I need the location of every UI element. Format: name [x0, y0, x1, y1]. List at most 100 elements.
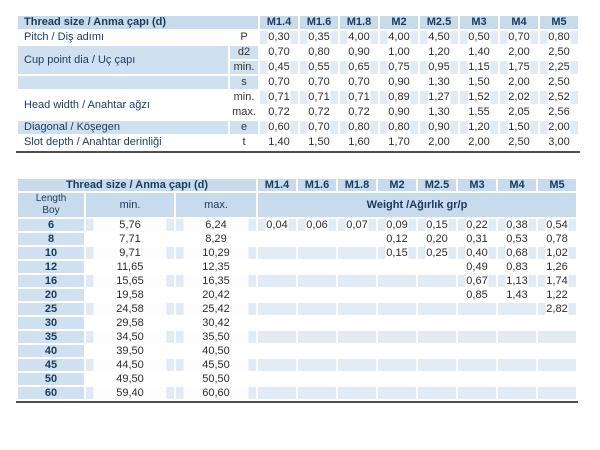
weight-cell [338, 233, 376, 245]
weight-cell: 0,53 [498, 233, 536, 245]
value-cell: 0,90 [420, 121, 458, 134]
value-cell: 2,50 [540, 46, 578, 59]
length-cell: 60 [18, 387, 84, 399]
value-cell: 2,56 [540, 106, 578, 119]
weight-cell [298, 331, 336, 343]
weight-cell: 0,68 [498, 247, 536, 259]
value-cell: 0,65 [340, 61, 378, 74]
weight-cell [418, 373, 456, 385]
weight-cell: 1,74 [538, 275, 576, 287]
column-header-cell: M2 [378, 179, 416, 191]
weight-cell [538, 359, 576, 371]
value-cell: 1,50 [300, 136, 338, 149]
value-cell: 1,40 [460, 46, 498, 59]
max-cell: 10,29 [176, 247, 256, 259]
weight-cell [298, 303, 336, 315]
weight-cell [378, 387, 416, 399]
min-cell: 24,58 [86, 303, 174, 315]
row-label-cell [18, 76, 228, 89]
value-cell: 0,80 [340, 121, 378, 134]
column-header-cell: M1.4 [260, 16, 298, 29]
weight-cell [298, 345, 336, 357]
weight-cell [378, 303, 416, 315]
weight-cell [258, 303, 296, 315]
min-header-cell: min. [86, 193, 174, 217]
max-cell: 40,50 [176, 345, 256, 357]
value-cell: 0,70 [500, 31, 538, 44]
column-header-cell: M4 [500, 16, 538, 29]
weight-cell [338, 261, 376, 273]
value-cell: 2,00 [460, 136, 498, 149]
value-cell: 2,00 [500, 76, 538, 89]
value-cell: 2,00 [500, 46, 538, 59]
value-cell: 1,40 [260, 136, 298, 149]
value-cell: 0,70 [260, 76, 298, 89]
min-cell: 9,71 [86, 247, 174, 259]
value-cell: 1,70 [380, 136, 418, 149]
column-header-cell: M1.4 [258, 179, 296, 191]
weight-cell [258, 275, 296, 287]
column-header-cell: M3 [460, 16, 498, 29]
weight-cell [378, 373, 416, 385]
weight-cell: 0,85 [458, 289, 496, 301]
symbol-cell: min. [230, 61, 258, 74]
column-header-cell: M1.6 [300, 16, 338, 29]
length-cell: 40 [18, 345, 84, 357]
weight-cell [298, 275, 336, 287]
value-cell: 0,71 [340, 91, 378, 104]
weight-cell [298, 261, 336, 273]
weight-cell: 1,26 [538, 261, 576, 273]
t2-header-label: Thread size / Anma çapı (d) [18, 179, 256, 191]
column-header-cell: M1.6 [298, 179, 336, 191]
weight-cell [378, 275, 416, 287]
row-label-cell: Pitch / Diş adımı [18, 31, 228, 44]
column-header-cell: M1.8 [340, 16, 378, 29]
value-cell: 1,27 [420, 91, 458, 104]
column-header-cell: M2 [380, 16, 418, 29]
weight-cell [418, 345, 456, 357]
length-cell: 45 [18, 359, 84, 371]
max-cell: 60,60 [176, 387, 256, 399]
value-cell: 1,75 [500, 61, 538, 74]
value-cell: 2,05 [500, 106, 538, 119]
value-cell: 0,80 [540, 31, 578, 44]
row-label-cell: Head width / Anahtar ağzı [18, 91, 228, 119]
column-header-cell: M4 [498, 179, 536, 191]
value-cell: 0,30 [260, 31, 298, 44]
weight-cell: 0,12 [378, 233, 416, 245]
length-cell: 16 [18, 275, 84, 287]
min-cell: 39,50 [86, 345, 174, 357]
value-cell: 2,50 [540, 76, 578, 89]
value-cell: 0,80 [380, 121, 418, 134]
row-label-cell: Diagonal / Köşegen [18, 121, 228, 134]
weight-cell [378, 317, 416, 329]
weight-cell [378, 331, 416, 343]
weight-cell: 1,43 [498, 289, 536, 301]
weight-cell [258, 317, 296, 329]
row-label-cell: Cup point dia / Uç çapı [18, 46, 228, 74]
value-cell: 0,80 [300, 46, 338, 59]
weight-cell [418, 303, 456, 315]
weight-cell [498, 303, 536, 315]
weight-cell [378, 359, 416, 371]
weight-cell [338, 317, 376, 329]
weight-cell: 0,15 [378, 247, 416, 259]
weight-cell [258, 359, 296, 371]
min-cell: 34,50 [86, 331, 174, 343]
weight-cell [458, 303, 496, 315]
weight-cell: 1,22 [538, 289, 576, 301]
weight-cell: 0,15 [418, 219, 456, 231]
weight-cell: 0,83 [498, 261, 536, 273]
value-cell: 0,72 [260, 106, 298, 119]
weight-cell [298, 289, 336, 301]
weight-cell [258, 261, 296, 273]
weight-cell: 0,67 [458, 275, 496, 287]
weight-cell [298, 233, 336, 245]
value-cell: 0,60 [260, 121, 298, 134]
weight-cell [378, 289, 416, 301]
symbol-cell: t [230, 136, 258, 149]
value-cell: 1,52 [460, 91, 498, 104]
max-cell: 50,50 [176, 373, 256, 385]
value-cell: 0,70 [300, 121, 338, 134]
weight-cell: 0,78 [538, 233, 576, 245]
